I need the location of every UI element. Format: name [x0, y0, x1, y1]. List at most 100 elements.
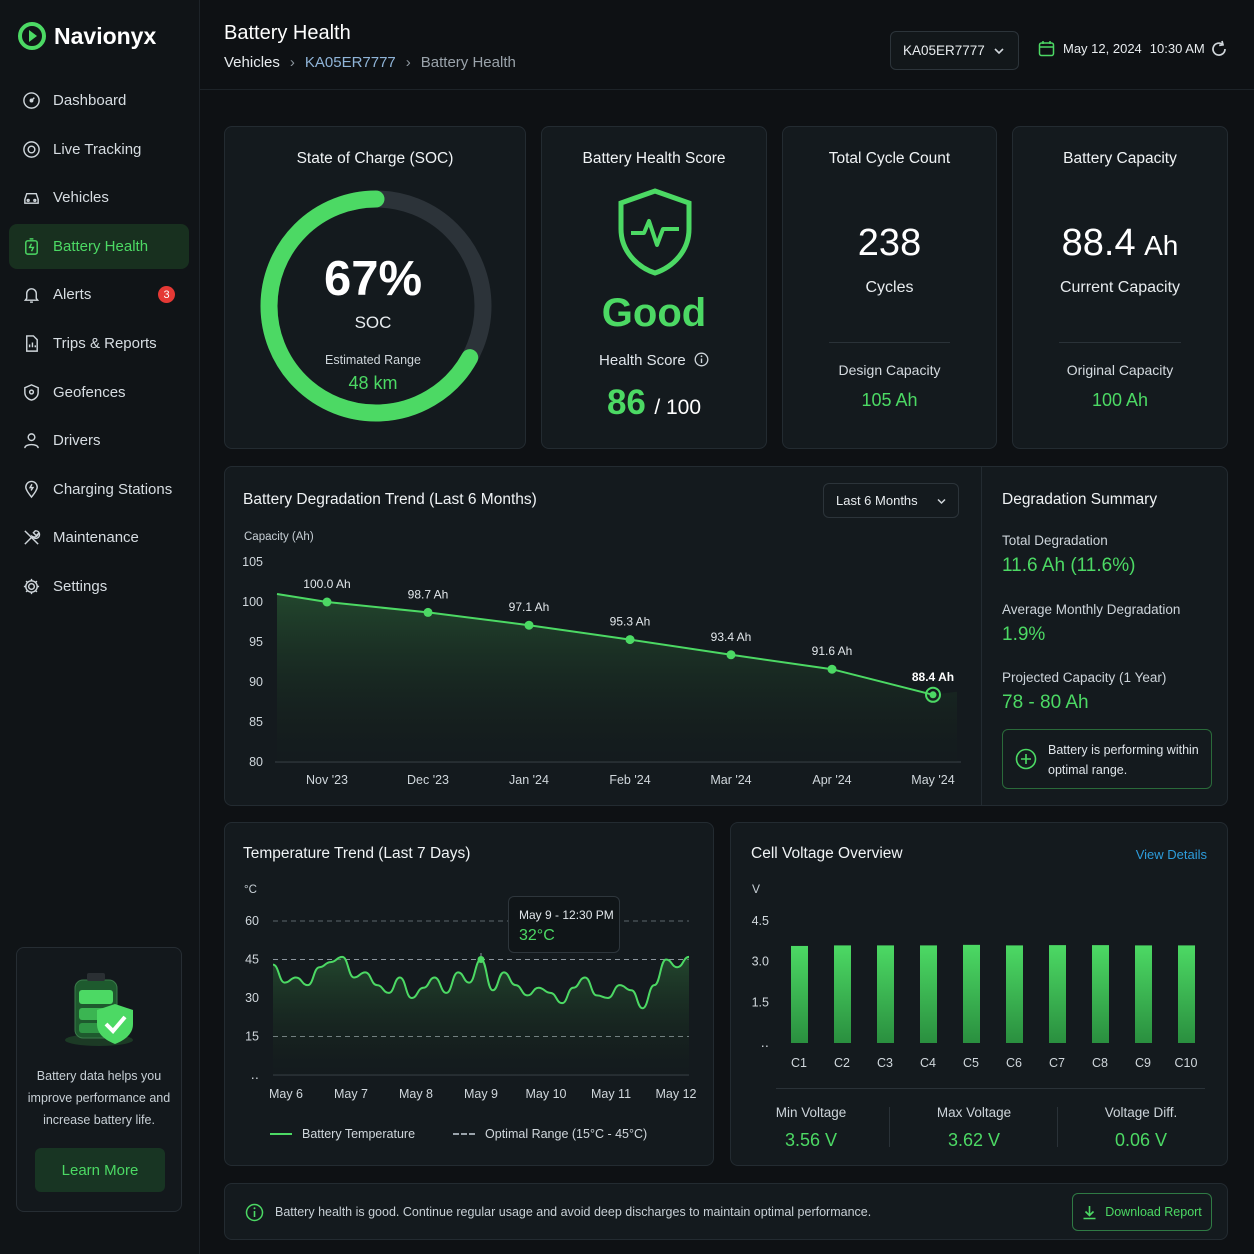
sidebar-item-dashboard[interactable]: Dashboard	[9, 78, 189, 123]
datetime: May 12, 2024 10:30 AM	[1038, 40, 1205, 57]
status-callout: Battery is performing within optimal ran…	[1002, 729, 1212, 789]
sidebar-item-settings[interactable]: Settings	[9, 564, 189, 609]
soc-gauge	[260, 190, 492, 422]
degradation-summary: Degradation Summary Total Degradation 11…	[981, 467, 1227, 805]
date-text: May 12, 2024	[1063, 41, 1142, 56]
calendar-icon	[1038, 41, 1055, 57]
sidebar-item-live-tracking[interactable]: Live Tracking	[9, 127, 189, 172]
health-score-max: / 100	[654, 396, 702, 419]
breadcrumb-vehicles[interactable]: Vehicles	[224, 54, 280, 71]
y-tick-label: 1.5	[752, 995, 769, 1009]
info-icon[interactable]	[694, 352, 709, 367]
user-icon	[21, 431, 41, 451]
tooltip-value: 32°C	[519, 927, 555, 944]
tooltip-date: May 9 - 12:30 PM	[519, 908, 614, 922]
x-tick-label: C1	[791, 1056, 807, 1070]
soc-label: SOC	[354, 313, 392, 332]
original-capacity-label: Original Capacity	[1066, 362, 1174, 378]
sidebar-item-vehicles[interactable]: Vehicles	[9, 175, 189, 220]
data-point	[322, 597, 332, 607]
logo[interactable]: Navionyx	[18, 22, 156, 50]
sidebar-item-charging-stations[interactable]: Charging Stations	[9, 467, 189, 512]
area-fill	[277, 594, 957, 762]
min-voltage-stat: Min Voltage 3.56 V	[761, 1105, 861, 1151]
y-tick-label: 80	[249, 755, 263, 769]
y-tick-label: 85	[249, 715, 263, 729]
x-tick-label: C9	[1135, 1056, 1151, 1070]
chevron-right-icon: ›	[289, 54, 295, 71]
data-label: 95.3 Ah	[610, 615, 651, 629]
range-label: Estimated Range	[325, 353, 421, 367]
breadcrumb-vehicle-id[interactable]: KA05ER7777	[304, 54, 396, 71]
data-point-ring	[925, 686, 941, 703]
data-label: 91.6 Ah	[812, 644, 853, 658]
legend-line-solid	[270, 1133, 292, 1135]
download-report-button[interactable]: Download Report	[1072, 1193, 1212, 1231]
summary-title: Degradation Summary	[1002, 491, 1158, 508]
design-capacity-value: 105 Ah	[861, 390, 918, 410]
sidebar-item-maintenance[interactable]: Maintenance	[9, 515, 189, 560]
learn-more-button[interactable]: Learn More	[35, 1148, 165, 1192]
voltage-diff-label: Voltage Diff.	[1104, 1105, 1178, 1120]
sidebar-item-label: Battery Health	[53, 237, 149, 255]
sidebar-item-alerts[interactable]: Alerts 3	[9, 272, 189, 317]
temperature-title: Temperature Trend (Last 7 Days)	[243, 845, 471, 862]
temperature-chart: °C ‥ 15 30 45 60 May 6 May 7 May 8 May 9 May 10 May…	[244, 884, 697, 1101]
sidebar-item-drivers[interactable]: Drivers	[9, 418, 189, 463]
x-tick-label: May 7	[334, 1087, 368, 1101]
voltage-bar	[1092, 945, 1109, 1043]
sidebar-item-trips-reports[interactable]: Trips & Reports	[9, 321, 189, 366]
vehicle-select-value: KA05ER7777	[903, 43, 985, 58]
total-degradation-label: Total Degradation	[1002, 533, 1108, 548]
sidebar-item-label: Live Tracking	[53, 140, 142, 158]
sidebar-item-label: Dashboard	[53, 92, 127, 109]
health-score-card: Battery Health Score Good Health Score 8…	[541, 126, 767, 449]
status-callout-text: Battery is performing within optimal ran…	[1048, 743, 1199, 777]
y-tick-label: ‥	[251, 1068, 259, 1082]
time-range-select[interactable]: Last 6 Months	[823, 483, 959, 518]
refresh-icon[interactable]	[1210, 40, 1228, 58]
sidebar-item-battery-health[interactable]: Battery Health	[9, 223, 189, 269]
wrench-icon	[21, 528, 41, 548]
sidebar-item-label: Maintenance	[53, 529, 139, 547]
range-value: 48 km	[348, 373, 398, 393]
min-voltage-label: Min Voltage	[775, 1105, 847, 1120]
sidebar-item-geofences[interactable]: Geofences	[9, 370, 189, 415]
max-voltage-value: 3.62 V	[947, 1130, 1001, 1150]
x-tick-label: Apr '24	[812, 773, 851, 787]
shield-heartbeat-icon	[618, 188, 692, 276]
sidebar-item-label: Alerts	[53, 286, 92, 304]
y-tick-label: 4.5	[752, 914, 769, 928]
projected-capacity-label: Projected Capacity (1 Year)	[1002, 670, 1167, 685]
x-tick-label: C8	[1092, 1056, 1108, 1070]
monthly-degradation-value: 1.9%	[1002, 624, 1046, 645]
logo-icon	[18, 22, 46, 50]
y-tick-label: ‥	[761, 1036, 769, 1050]
x-tick-label: May 12	[656, 1087, 697, 1101]
vehicle-select[interactable]: KA05ER7777	[890, 31, 1019, 70]
divider	[1059, 342, 1181, 343]
x-tick-label: Mar '24	[710, 773, 751, 787]
sidebar-item-label: Trips & Reports	[53, 334, 157, 352]
health-score-label: Health Score	[599, 352, 686, 369]
voltage-bar	[877, 945, 894, 1043]
sidebar-item-label: Settings	[53, 577, 108, 595]
min-voltage-value: 3.56 V	[784, 1130, 838, 1150]
voltage-bar	[920, 945, 937, 1043]
data-point	[827, 664, 837, 674]
voltage-bar	[791, 945, 808, 1043]
monthly-degradation-label: Average Monthly Degradation	[1002, 602, 1181, 617]
charging-station-icon	[21, 479, 41, 499]
battery-shield-illustration	[65, 973, 133, 1046]
battery-icon	[21, 236, 41, 256]
temperature-legend: Battery Temperature Optimal Range (15°C …	[270, 1127, 647, 1141]
power-plus-icon	[1015, 748, 1037, 770]
view-details-link[interactable]: View Details	[1135, 847, 1207, 862]
data-point	[726, 650, 736, 660]
car-icon	[21, 188, 41, 208]
breadcrumb-current: Battery Health	[420, 54, 516, 71]
legend-series-label: Battery Temperature	[302, 1127, 416, 1141]
y-axis-label: V	[752, 882, 760, 896]
capacity-unit: Ah	[1144, 230, 1179, 261]
capacity-value: 88.4	[1061, 222, 1136, 264]
